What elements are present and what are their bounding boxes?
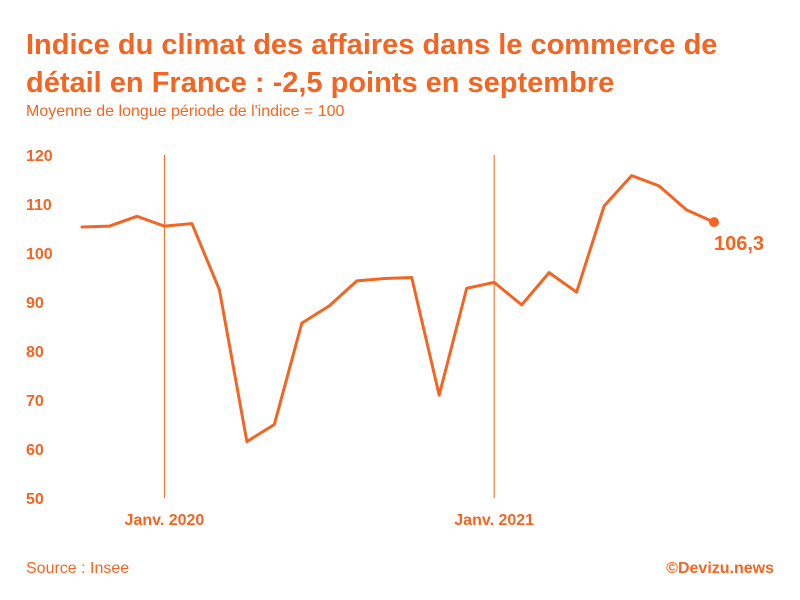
y-tick-label: 100 bbox=[26, 246, 53, 263]
y-tick-label: 70 bbox=[26, 393, 44, 410]
brand-credit: ©Devizu.news bbox=[666, 560, 774, 577]
data-points bbox=[80, 174, 716, 444]
x-tick-label: Janv. 2021 bbox=[454, 512, 534, 529]
chart-title: Indice du climat des affaires dans le co… bbox=[26, 29, 718, 99]
end-point-marker bbox=[709, 217, 719, 228]
source-note: Source : Insee bbox=[26, 560, 130, 577]
end-value-label: 106,3 bbox=[714, 233, 764, 255]
chart-subtitle: Moyenne de longue période de l'indice = … bbox=[26, 103, 345, 120]
reference-lines bbox=[163, 155, 495, 498]
y-tick-label: 50 bbox=[26, 491, 44, 508]
y-tick-label: 90 bbox=[26, 295, 44, 312]
y-axis-ticks: 120 110 100 90 80 70 60 50 bbox=[26, 148, 53, 508]
y-tick-label: 60 bbox=[26, 442, 44, 459]
y-tick-label: 80 bbox=[26, 344, 44, 361]
x-tick-label: Janv. 2020 bbox=[125, 512, 205, 529]
series-line bbox=[80, 174, 716, 444]
x-axis-ticks: Janv. 2020 Janv. 2021 bbox=[125, 512, 535, 529]
y-tick-label: 110 bbox=[26, 197, 52, 214]
y-tick-label: 120 bbox=[26, 148, 53, 165]
